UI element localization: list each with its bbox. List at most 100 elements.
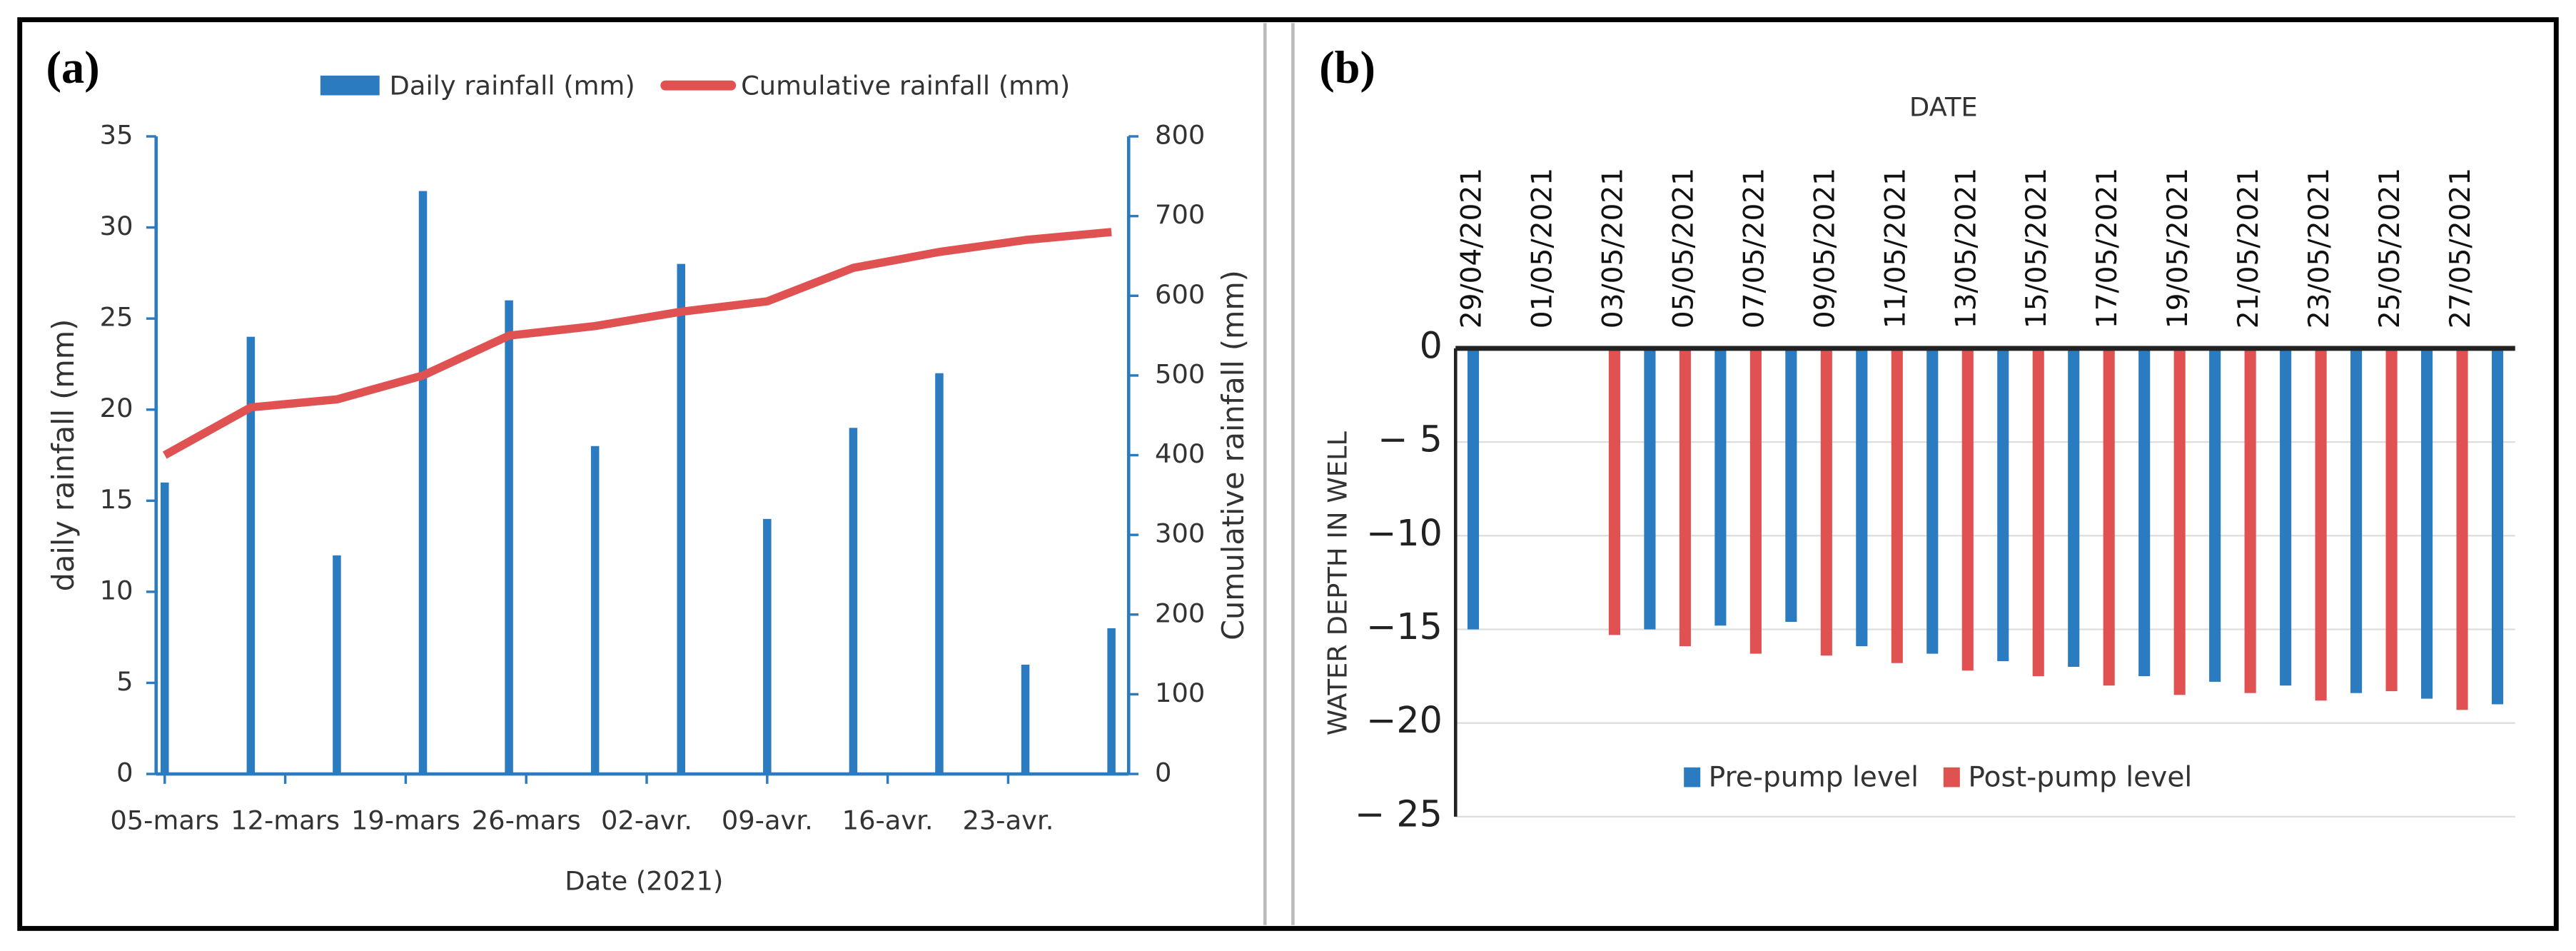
x-tick-label: 13/05/2021 xyxy=(1950,168,1982,328)
x-tick-label: 11/05/2021 xyxy=(1879,168,1911,328)
bar xyxy=(677,263,686,775)
legend-swatch xyxy=(1943,767,1960,788)
bar xyxy=(2068,348,2080,667)
y-tick-label: −20 xyxy=(1366,699,1443,741)
bar xyxy=(2103,348,2115,686)
y-tick-label: − 25 xyxy=(1355,792,1443,835)
bar xyxy=(2173,348,2186,695)
bar xyxy=(1608,348,1620,635)
x-tick-label: 02-avr. xyxy=(601,805,692,835)
x-tick-label: 19-mars xyxy=(351,805,460,835)
y2-axis-title: Cumulative rainfall (mm) xyxy=(1216,270,1251,640)
bar xyxy=(2138,348,2151,677)
x-tick-label: 23/05/2021 xyxy=(2303,168,2335,328)
y2-tick-label: 600 xyxy=(1155,279,1205,310)
bar xyxy=(1467,348,1480,630)
y-tick-label: 5 xyxy=(116,666,133,697)
bar xyxy=(590,446,600,775)
x-tick-label: 26-mars xyxy=(472,805,581,835)
x-tick-label: 16-avr. xyxy=(842,805,934,835)
y2-tick-label: 400 xyxy=(1155,438,1205,469)
bar xyxy=(2209,348,2221,682)
bar xyxy=(2456,348,2468,710)
bar xyxy=(2491,348,2504,705)
bar xyxy=(1891,348,1903,663)
legend-label: Daily rainfall (mm) xyxy=(390,70,635,101)
y-tick-label: 10 xyxy=(100,575,133,605)
y-tick-label: 30 xyxy=(100,211,133,241)
y2-tick-label: 500 xyxy=(1155,358,1205,389)
y-tick-label: −15 xyxy=(1366,605,1443,648)
y2-tick-label: 800 xyxy=(1155,120,1205,151)
legend-label: Cumulative rainfall (mm) xyxy=(741,70,1070,101)
bar xyxy=(1997,348,2009,662)
bar xyxy=(1107,628,1116,775)
y-tick-label: 35 xyxy=(100,120,133,151)
bar xyxy=(1961,348,1974,671)
bar xyxy=(246,336,256,775)
x-tick-label: 15/05/2021 xyxy=(2021,168,2053,328)
y-tick-label: 0 xyxy=(116,758,133,788)
x-tick-label: 09/05/2021 xyxy=(1809,168,1841,328)
y-tick-label: 20 xyxy=(100,393,133,423)
x-tick-label: 19/05/2021 xyxy=(2162,168,2194,328)
bar xyxy=(1714,348,1727,626)
bar xyxy=(763,518,772,775)
panel-label: (b) xyxy=(1319,42,1375,93)
y2-tick-label: 0 xyxy=(1155,758,1171,788)
line xyxy=(162,228,1112,459)
y-tick-label: 0 xyxy=(1420,324,1443,366)
bar xyxy=(418,191,428,775)
legend-swatch xyxy=(1684,767,1701,788)
legend-swatch xyxy=(320,75,380,96)
bar xyxy=(1679,348,1691,647)
x-tick-label: 05-mars xyxy=(110,805,219,835)
bar xyxy=(2350,348,2363,693)
bar xyxy=(1785,348,1797,623)
y-tick-label: −10 xyxy=(1366,512,1443,554)
y2-tick-label: 300 xyxy=(1155,518,1205,549)
x-tick-label: 27/05/2021 xyxy=(2445,168,2477,328)
bar xyxy=(935,373,944,775)
bar xyxy=(1926,348,1939,654)
frame xyxy=(17,17,2559,931)
x-tick-label: 07/05/2021 xyxy=(1738,168,1770,328)
panel-label: (a) xyxy=(46,42,100,93)
y-tick-label: − 5 xyxy=(1378,418,1443,461)
y-tick-label: 25 xyxy=(100,302,133,333)
bar xyxy=(849,428,858,775)
legend-label: Pre-pump level xyxy=(1709,761,1919,793)
y-tick-label: 15 xyxy=(100,484,133,515)
x-tick-label: 17/05/2021 xyxy=(2091,168,2123,328)
x-tick-label: 01/05/2021 xyxy=(1526,168,1558,328)
x-tick-label: 12-mars xyxy=(231,805,340,835)
bar xyxy=(1820,348,1832,656)
bar xyxy=(1856,348,1868,647)
x-tick-label: 09-avr. xyxy=(722,805,813,835)
bar xyxy=(2032,348,2044,677)
bar xyxy=(505,300,513,775)
y2-tick-label: 700 xyxy=(1155,199,1205,230)
y2-tick-label: 200 xyxy=(1155,598,1205,628)
x-tick-label: 25/05/2021 xyxy=(2374,168,2406,328)
bar xyxy=(2385,348,2398,692)
bar xyxy=(2244,348,2256,693)
y-axis-title: WATER DEPTH IN WELL xyxy=(1322,431,1353,735)
bar xyxy=(2280,348,2292,686)
bar xyxy=(161,482,169,775)
x-axis-title: DATE xyxy=(1909,91,1978,122)
bar xyxy=(2315,348,2327,701)
bar xyxy=(2421,348,2433,699)
y-axis-title: daily rainfall (mm) xyxy=(46,319,81,592)
x-tick-label: 05/05/2021 xyxy=(1667,168,1699,328)
legend-label: Post-pump level xyxy=(1968,761,2192,793)
x-tick-label: 29/04/2021 xyxy=(1456,168,1488,328)
bar xyxy=(1644,348,1656,630)
bar xyxy=(1021,664,1030,775)
bar xyxy=(333,555,341,775)
x-axis-title: Date (2021) xyxy=(565,865,723,896)
x-tick-label: 03/05/2021 xyxy=(1597,168,1629,328)
bar xyxy=(1749,348,1762,654)
